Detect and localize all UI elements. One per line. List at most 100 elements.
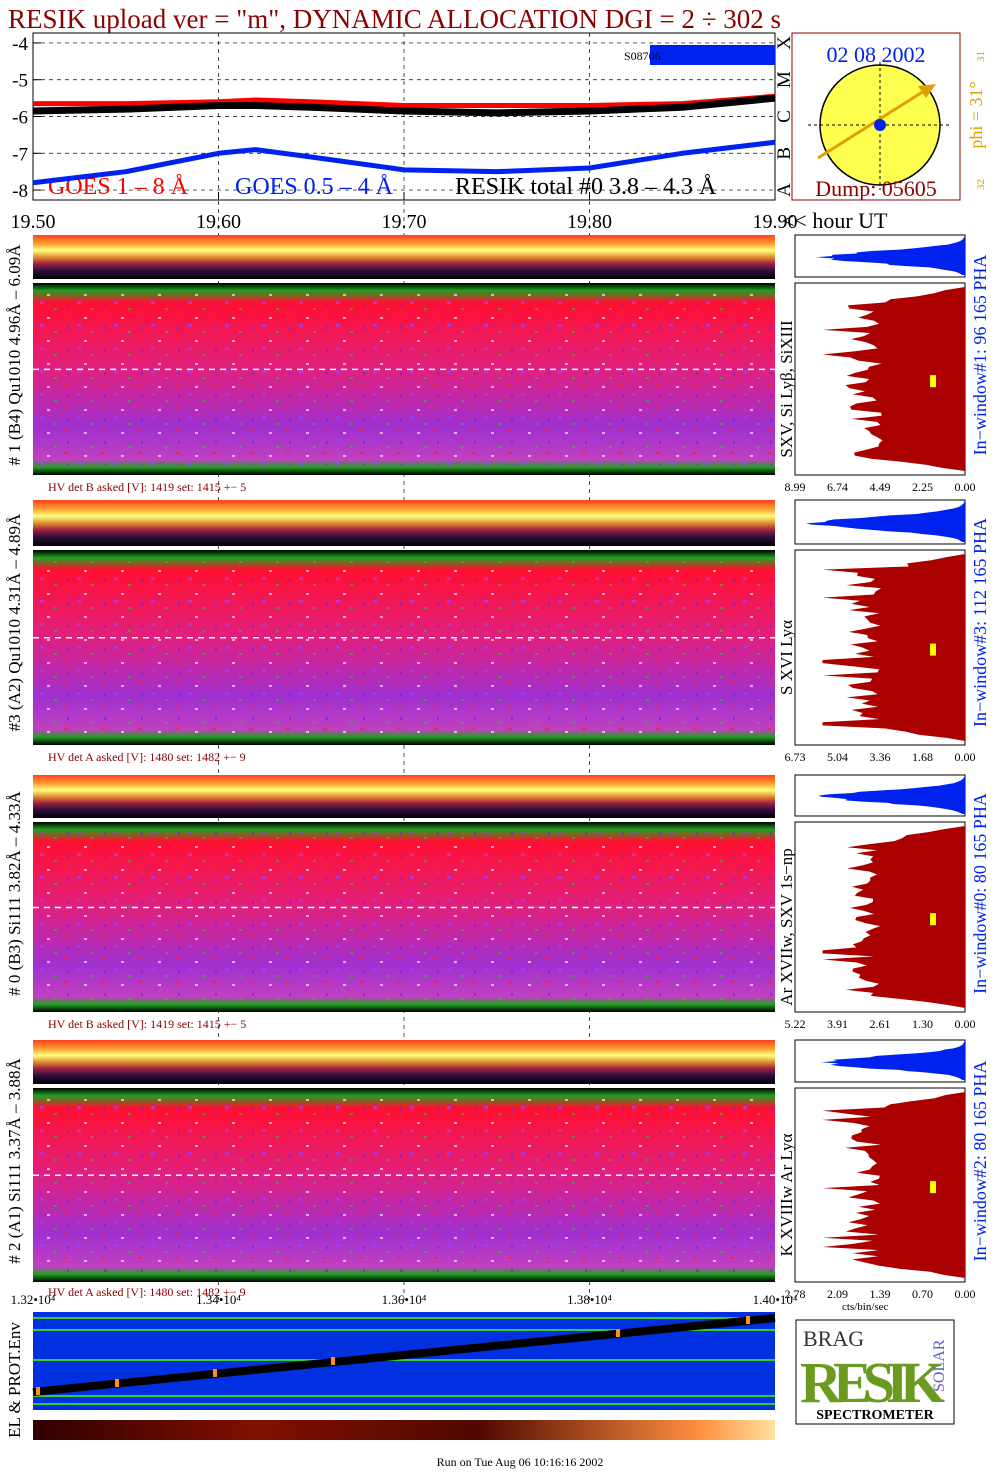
legend-entry: RESIK total #0 3.8 – 4.3 Å xyxy=(455,174,717,200)
y-tick-label: -5 xyxy=(12,71,28,92)
histogram xyxy=(822,1092,965,1278)
x-tick-label: 19.60 xyxy=(196,211,241,233)
time-tick-label: 1.40•10⁴ xyxy=(753,1292,798,1307)
hist-marker xyxy=(930,1181,936,1194)
class-label: B xyxy=(774,147,795,160)
strip-heatmap xyxy=(33,775,775,818)
panel-label: # 2 (A1) Si111 3.37Å – 3.88Å xyxy=(5,1057,24,1263)
panel-label: # 0 (B3) Si111 3.82Å – 4.33Å xyxy=(5,790,24,995)
strip-heatmap xyxy=(33,500,775,546)
strip-heatmap xyxy=(33,235,775,279)
hist-tick-label: 2.09 xyxy=(827,1287,848,1301)
hist-tick-label: 6.73 xyxy=(785,750,806,764)
env-marker xyxy=(213,1369,217,1377)
hist-unit: cts/bin/sec xyxy=(842,1301,889,1313)
hist-marker xyxy=(930,913,936,926)
series-line xyxy=(33,93,776,108)
hist-tick-label: 5.04 xyxy=(827,750,848,764)
sun-top: 31 xyxy=(975,51,987,62)
flag-bar xyxy=(650,45,775,65)
class-label: X xyxy=(774,36,795,50)
line-label: SXV, Si Lyβ, SiXIII xyxy=(777,320,796,458)
x-tick-label: 19.80 xyxy=(567,211,612,233)
hv-label: HV det A asked [V]: 1480 set: 1482 +− 9 xyxy=(48,1285,246,1299)
hist-tick-label: 0.70 xyxy=(912,1287,933,1301)
class-label: M xyxy=(774,71,795,88)
hist-marker xyxy=(930,375,936,388)
hist-tick-label: 2.25 xyxy=(912,480,933,494)
class-label: C xyxy=(774,110,795,123)
y-tick-label: -6 xyxy=(12,108,28,129)
env-marker xyxy=(616,1329,620,1337)
histogram xyxy=(822,554,965,741)
env-marker xyxy=(746,1316,750,1324)
hist-tick-label: 3.36 xyxy=(870,750,891,764)
series-line xyxy=(32,139,776,186)
env-label: EL & PROT.Env xyxy=(5,1322,24,1438)
hist-tick-label: 4.49 xyxy=(870,480,891,494)
env-track xyxy=(32,1314,776,1396)
hist-tick-label: 0.00 xyxy=(955,1017,976,1031)
pha-histogram xyxy=(806,502,965,542)
panel-label: #3 (A2) Qu1010 4.31Å – 4.89Å xyxy=(5,513,24,731)
logo-bottom: SPECTROMETER xyxy=(816,1408,934,1423)
heatmap-noise xyxy=(33,293,775,465)
time-tick-label: 1.34•10⁴ xyxy=(196,1292,241,1307)
window-label: In−window#0: 80 165 PHA xyxy=(970,793,990,994)
hv-label: HV det A asked [V]: 1480 set: 1482 +− 9 xyxy=(48,750,246,764)
y-tick-label: -4 xyxy=(12,34,28,55)
heatmap-noise xyxy=(33,560,775,735)
hist-tick-label: 1.68 xyxy=(912,750,933,764)
logo-top: BRAG xyxy=(803,1326,864,1351)
pha-histogram xyxy=(818,777,965,814)
hist-tick-label: 1.39 xyxy=(870,1287,891,1301)
heat-strip xyxy=(33,1420,775,1440)
hist-tick-label: 1.30 xyxy=(912,1017,933,1031)
y-tick-label: -8 xyxy=(12,181,28,202)
footer: Run on Tue Aug 06 10:16:16 2002 xyxy=(437,1455,604,1469)
flag-label: S08706 xyxy=(624,49,661,63)
page-title: RESIK upload ver = "m", DYNAMIC ALLOCATI… xyxy=(8,4,781,34)
hv-label: HV det B asked [V]: 1419 set: 1415 +− 5 xyxy=(48,480,246,494)
hist-tick-label: 0.00 xyxy=(955,480,976,494)
sun-arrowhead xyxy=(918,84,936,98)
strip-heatmap xyxy=(33,1040,775,1084)
histogram xyxy=(822,287,965,471)
env-marker xyxy=(36,1387,40,1395)
y-tick-label: -7 xyxy=(12,144,28,165)
hist-tick-label: 2.61 xyxy=(870,1017,891,1031)
line-label: S XVI Lyα xyxy=(777,620,796,695)
sun-dump: Dump: 05605 xyxy=(815,176,937,201)
legend-entry: GOES 0.5 – 4 Å xyxy=(235,174,394,200)
logo-main: RESIK xyxy=(800,1350,945,1415)
sun-phi: phi = 31° xyxy=(966,81,986,148)
panel-label: # 1 (B4) Qu1010 4.96Å – 6.09Å xyxy=(5,244,24,466)
class-label: A xyxy=(774,183,795,197)
histogram xyxy=(822,826,965,1008)
pha-histogram xyxy=(815,237,965,275)
x-axis-label: << hour UT xyxy=(782,208,888,233)
x-tick-label: 19.70 xyxy=(382,211,427,233)
time-tick-label: 1.36•10⁴ xyxy=(382,1292,427,1307)
hist-tick-label: 3.91 xyxy=(827,1017,848,1031)
logo-frame xyxy=(795,1319,955,1425)
x-tick-label: 19.90 xyxy=(753,211,798,233)
heatmap-noise xyxy=(33,832,775,1002)
pha-histogram xyxy=(821,1042,965,1080)
hist-tick-label: 8.99 xyxy=(785,480,806,494)
hv-label: HV det B asked [V]: 1419 set: 1415 +− 5 xyxy=(48,1017,246,1031)
line-label: Ar XVIIw, SXV 1s−np xyxy=(777,848,796,1005)
hist-tick-label: 6.74 xyxy=(827,480,848,494)
hist-marker xyxy=(930,643,936,656)
sun-bottom: 32 xyxy=(975,179,987,190)
env-marker xyxy=(331,1357,335,1365)
time-tick-label: 1.32•10⁴ xyxy=(11,1292,56,1307)
hist-tick-label: 0.00 xyxy=(955,1287,976,1301)
x-tick-label: 19.50 xyxy=(11,211,56,233)
hist-tick-label: 5.22 xyxy=(785,1017,806,1031)
line-label: K XVIIIw Ar Lyα xyxy=(777,1134,796,1257)
heatmap-noise xyxy=(33,1098,775,1272)
logo-side: SOLAR xyxy=(931,1339,948,1392)
sun-dot xyxy=(874,119,886,131)
